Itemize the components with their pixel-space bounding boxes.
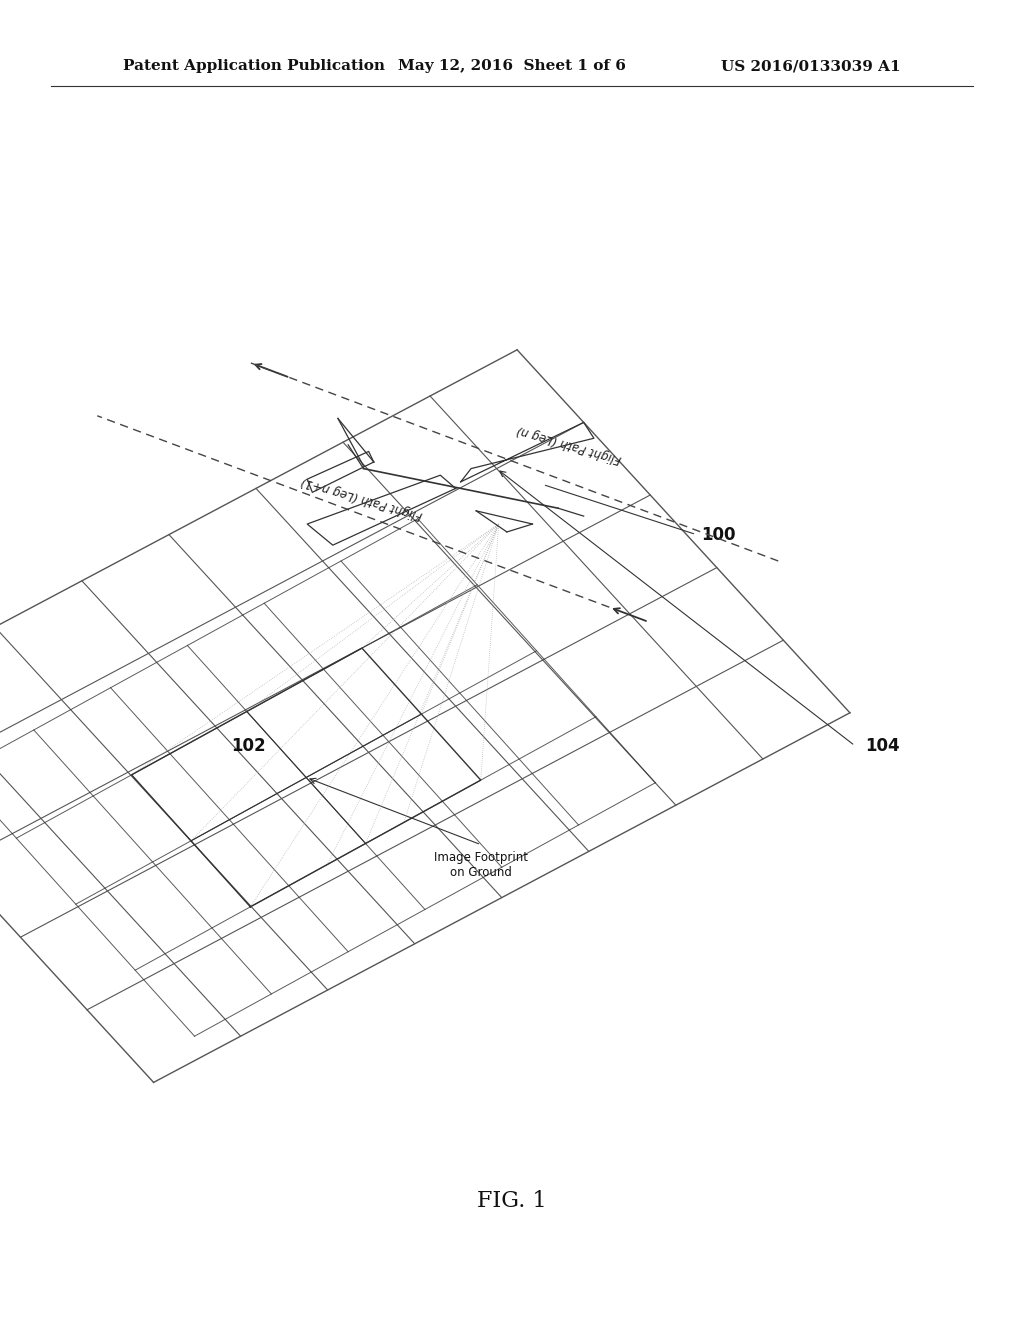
Text: 104: 104 (865, 737, 900, 755)
Text: Flight Path (Leg n+1): Flight Path (Leg n+1) (299, 474, 424, 521)
Text: Image Footprint
on Ground: Image Footprint on Ground (434, 851, 528, 879)
Text: Flight Path (Leg n): Flight Path (Leg n) (515, 422, 623, 466)
Text: 100: 100 (701, 525, 736, 544)
Text: US 2016/0133039 A1: US 2016/0133039 A1 (722, 59, 901, 74)
Text: 102: 102 (231, 737, 266, 755)
Text: May 12, 2016  Sheet 1 of 6: May 12, 2016 Sheet 1 of 6 (398, 59, 626, 74)
Text: Patent Application Publication: Patent Application Publication (123, 59, 385, 74)
Text: FIG. 1: FIG. 1 (477, 1191, 547, 1212)
